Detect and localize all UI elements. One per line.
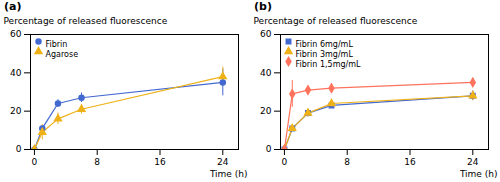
svg-text:Agarose: Agarose [46,50,79,59]
svg-text:40: 40 [260,68,272,78]
svg-text:60: 60 [260,29,272,39]
svg-text:8: 8 [94,157,100,167]
svg-text:24: 24 [467,157,479,167]
svg-text:Percentage of released fluores: Percentage of released fluorescence [4,16,168,26]
svg-text:0: 0 [16,144,22,154]
svg-text:Fibrin 6mg/mL: Fibrin 6mg/mL [296,40,354,49]
svg-text:20: 20 [260,106,272,116]
svg-text:40: 40 [10,68,22,78]
svg-text:Percentage of released fluores: Percentage of released fluorescence [254,16,418,26]
svg-text:60: 60 [10,29,22,39]
svg-text:Fibrin 3mg/mL: Fibrin 3mg/mL [296,50,354,59]
svg-text:20: 20 [10,106,22,116]
svg-text:0: 0 [282,157,288,167]
svg-text:Fibrin 1,5mg/mL: Fibrin 1,5mg/mL [296,60,362,69]
svg-text:16: 16 [154,157,166,167]
svg-text:Fibrin: Fibrin [46,40,68,49]
svg-text:0: 0 [266,144,272,154]
svg-text:16: 16 [404,157,416,167]
svg-text:0: 0 [32,157,38,167]
svg-text:Time (h): Time (h) [209,169,248,179]
svg-text:Time (h): Time (h) [459,169,498,179]
html-text:(b): (b) [254,0,272,13]
svg-text:24: 24 [217,157,229,167]
svg-text:8: 8 [344,157,350,167]
html-text:(a): (a) [4,0,22,13]
